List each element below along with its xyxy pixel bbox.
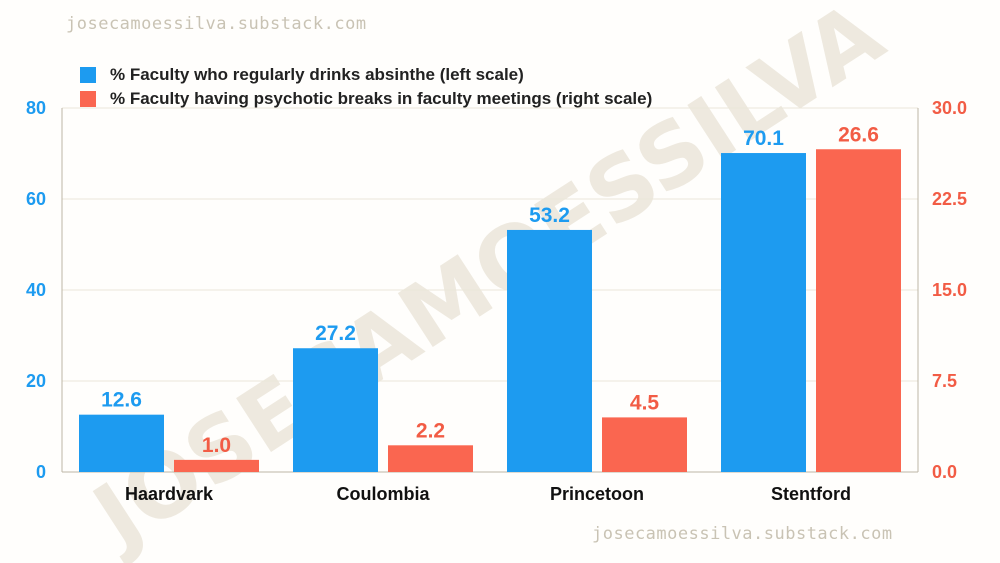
left-axis-tick: 20 [26,371,46,391]
bar-absinthe [721,153,806,473]
bar-absinthe [507,229,592,472]
legend-item-psychotic: % Faculty having psychotic breaks in fac… [80,88,652,110]
category-label: Coulombia [337,484,431,504]
category-label: Stentford [771,484,851,504]
legend: % Faculty who regularly drinks absinthe … [80,64,652,112]
right-axis-tick: 0.0 [932,462,957,482]
legend-label-psychotic: % Faculty having psychotic breaks in fac… [110,89,653,108]
right-axis-tick: 15.0 [932,280,967,300]
legend-item-absinthe: % Faculty who regularly drinks absinthe … [80,64,652,86]
right-axis-tick: 30.0 [932,98,967,118]
bar-psychotic [816,149,901,472]
bar-absinthe [79,414,164,472]
data-label-absinthe: 53.2 [529,204,570,227]
legend-swatch-psychotic [80,91,96,107]
bar-psychotic [174,459,259,472]
data-label-absinthe: 70.1 [743,127,784,150]
right-axis-tick: 22.5 [932,189,967,209]
left-axis-tick: 80 [26,98,46,118]
left-axis-tick: 60 [26,189,46,209]
category-label: Princetoon [550,484,644,504]
bar-psychotic [602,417,687,472]
credit-bottom: josecamoessilva.substack.com [592,524,893,544]
bar-absinthe [293,348,378,472]
category-label: Haardvark [125,484,214,504]
right-axis-tick: 7.5 [932,371,957,391]
left-axis-tick: 0 [36,462,46,482]
bar-psychotic [388,445,473,472]
legend-label-absinthe: % Faculty who regularly drinks absinthe … [110,65,524,84]
data-label-absinthe: 27.2 [315,322,356,345]
data-label-psychotic: 1.0 [202,434,231,457]
credit-top: josecamoessilva.substack.com [66,14,367,34]
data-label-psychotic: 2.2 [416,419,445,442]
legend-swatch-absinthe [80,67,96,83]
data-label-psychotic: 4.5 [630,391,660,414]
data-label-absinthe: 12.6 [101,389,142,412]
data-label-psychotic: 26.6 [838,123,879,146]
left-axis-tick: 40 [26,280,46,300]
